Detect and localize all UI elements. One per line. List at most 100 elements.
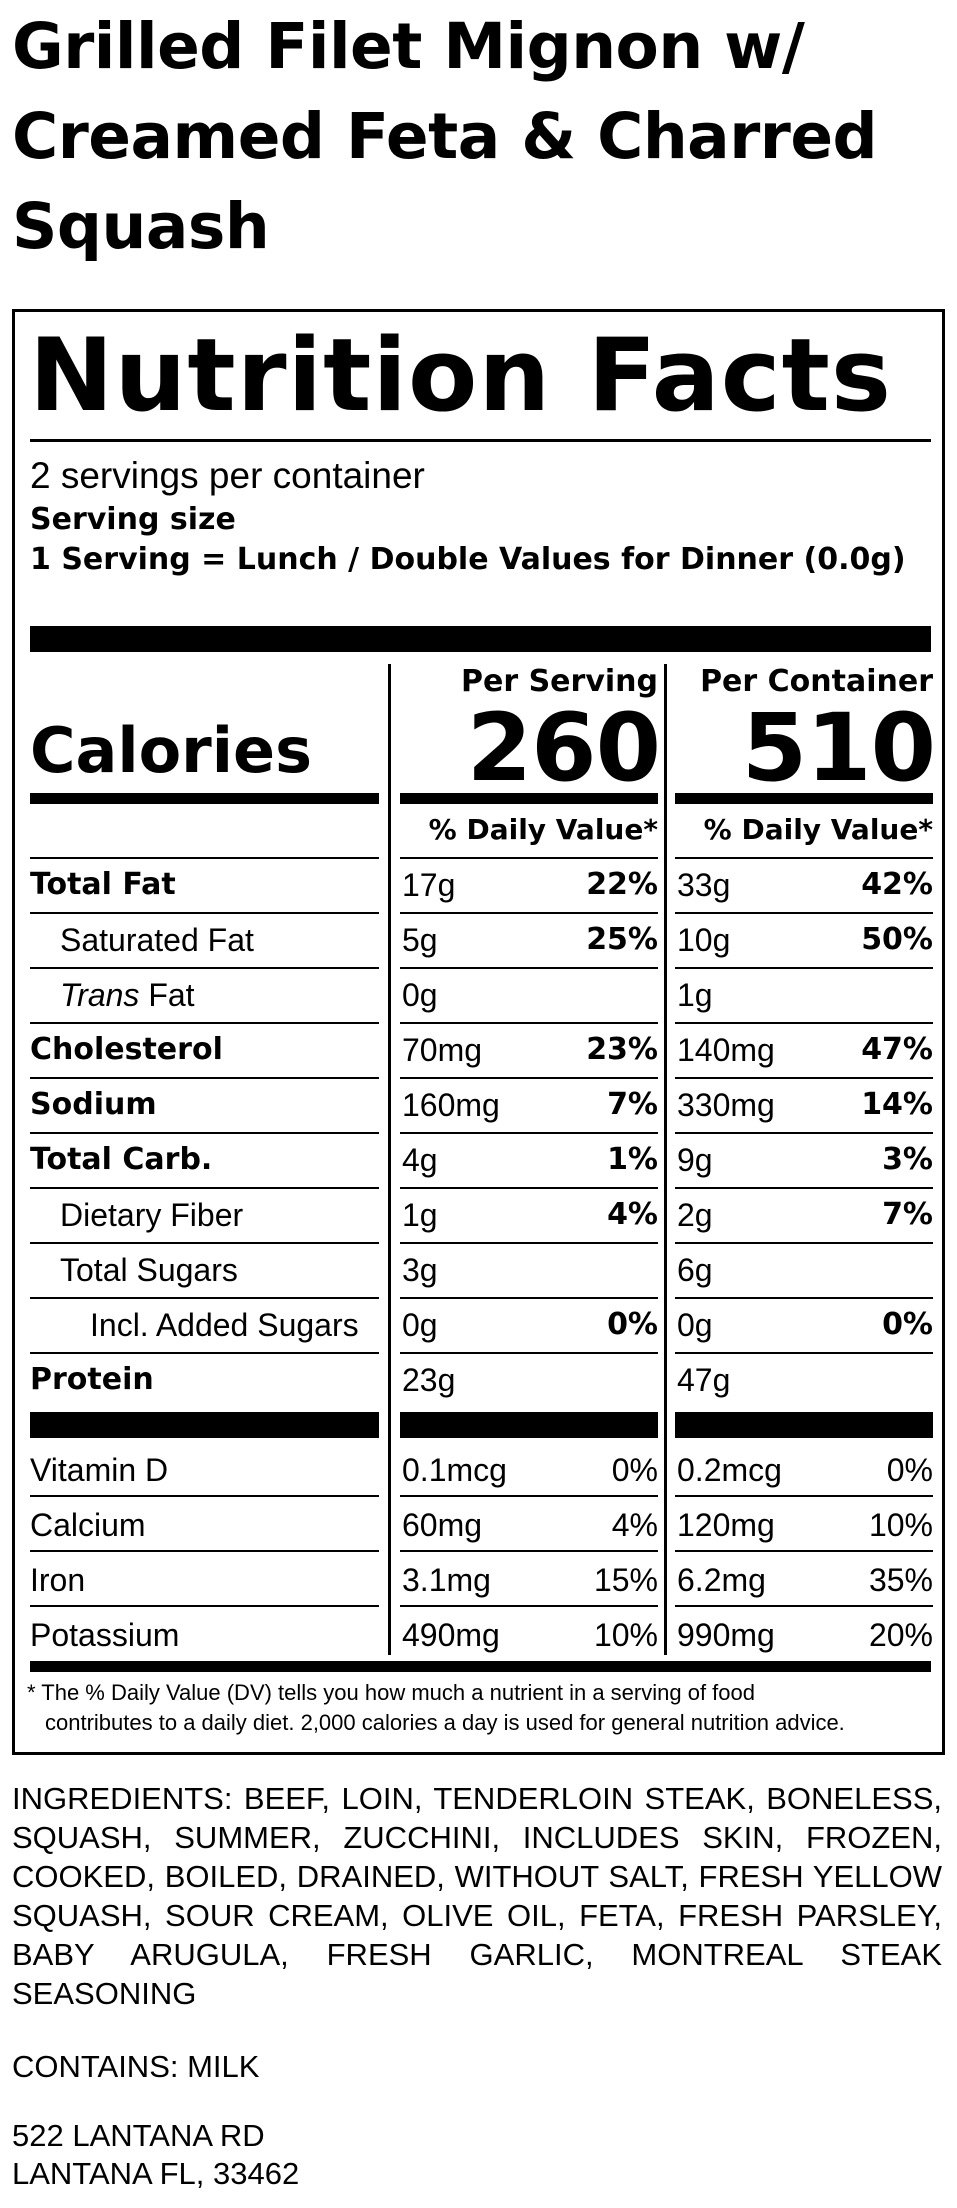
- product-title: Grilled Filet Mignon w/ Creamed Feta & C…: [12, 10, 878, 263]
- nutrient-name-text: Total Fat: [30, 867, 176, 902]
- serving-size-value: 1 Serving = Lunch / Double Values for Di…: [30, 542, 906, 577]
- container-daily-value: 3%: [882, 1142, 933, 1177]
- serving-daily-value: 4%: [607, 1197, 658, 1232]
- serving-amount: 0g: [402, 1307, 438, 1343]
- nutrient-4-rule-mid: [400, 1077, 658, 1079]
- container-amount: 990mg: [677, 1617, 775, 1653]
- per-serving-header: Per Serving: [461, 664, 658, 699]
- nutrient-name: Total Carb.: [30, 1142, 212, 1178]
- container-daily-value: 50%: [861, 922, 933, 957]
- vitamin-1-rule-right: [675, 1495, 933, 1497]
- nutrient-9-rule-mid: [400, 1352, 658, 1354]
- thick-divider-protein-left: [30, 1412, 379, 1438]
- nutrient-6-rule-mid: [400, 1187, 658, 1189]
- nutrient-5-rule-right: [675, 1132, 933, 1134]
- nutrient-3-rule-mid: [400, 1022, 658, 1024]
- container-daily-value: 35%: [868, 1562, 933, 1598]
- daily-value-header-serving: % Daily Value*: [428, 813, 658, 846]
- daily-value-header-container: % Daily Value*: [703, 813, 933, 846]
- nutrient-name-text: Total Carb.: [30, 1142, 213, 1177]
- nutrient-8-rule-mid: [400, 1297, 658, 1299]
- nutrient-6-rule-right: [675, 1187, 933, 1189]
- serving-amount: 5g: [402, 922, 438, 958]
- serving-daily-value: 25%: [586, 922, 658, 957]
- nutrient-7-rule-right: [675, 1242, 933, 1244]
- nutrient-name: Saturated Fat: [60, 922, 254, 958]
- container-daily-value: 47%: [861, 1032, 933, 1067]
- calories-rule-right: [675, 793, 933, 804]
- serving-amount: 3.1mg: [402, 1562, 491, 1598]
- nutrient-name-text: Incl. Added Sugars: [90, 1307, 359, 1343]
- nutrient-name-text: Dietary Fiber: [60, 1197, 244, 1233]
- nutrient-name-prefix: Trans: [60, 977, 140, 1013]
- serving-amount: 4g: [402, 1142, 438, 1178]
- container-amount: 9g: [677, 1142, 713, 1178]
- serving-amount: 17g: [402, 867, 456, 903]
- nutrient-name: Total Sugars: [60, 1252, 238, 1288]
- nutrient-name-text: Protein: [30, 1362, 154, 1397]
- nutrient-6-rule-left: [30, 1187, 379, 1189]
- vitamin-name: Calcium: [30, 1507, 146, 1543]
- nutrient-name: Trans Fat: [60, 977, 195, 1013]
- serving-daily-value: 4%: [611, 1507, 658, 1543]
- vitamin-3-rule-mid: [400, 1605, 658, 1607]
- container-amount: 6g: [677, 1252, 713, 1288]
- thick-divider-top: [30, 626, 931, 652]
- address-line-2: LANTANA FL, 33462: [12, 2156, 300, 2191]
- nutrient-name-text: Fat: [148, 977, 195, 1013]
- vitamin-3-rule-left: [30, 1605, 379, 1607]
- vitamin-name: Vitamin D: [30, 1452, 169, 1488]
- container-daily-value: 7%: [882, 1197, 933, 1232]
- container-amount: 10g: [677, 922, 731, 958]
- nutrient-name-text: Total Sugars: [60, 1252, 238, 1288]
- serving-daily-value: 0%: [611, 1452, 658, 1488]
- serving-daily-value: 15%: [593, 1562, 658, 1598]
- nutrient-2-rule-right: [675, 967, 933, 969]
- vitamin-1-rule-left: [30, 1495, 379, 1497]
- container-amount: 6.2mg: [677, 1562, 766, 1598]
- serving-daily-value: 23%: [586, 1032, 658, 1067]
- container-daily-value: 0%: [886, 1452, 933, 1488]
- nutrient-name: Sodium: [30, 1087, 157, 1123]
- column-divider-right: [664, 664, 667, 1655]
- nutrient-9-rule-right: [675, 1352, 933, 1354]
- heading-rule: [30, 439, 931, 442]
- calories-rule-mid: [400, 793, 658, 804]
- container-daily-value: 0%: [882, 1307, 933, 1342]
- nutrient-name: Protein: [30, 1362, 154, 1398]
- nutrient-name: Cholesterol: [30, 1032, 223, 1068]
- nutrient-8-rule-left: [30, 1297, 379, 1299]
- vitamin-2-rule-right: [675, 1550, 933, 1552]
- serving-daily-value: 7%: [607, 1087, 658, 1122]
- container-daily-value: 10%: [868, 1507, 933, 1543]
- nutrient-8-rule-right: [675, 1297, 933, 1299]
- container-amount: 120mg: [677, 1507, 775, 1543]
- column-divider-left: [388, 664, 391, 1655]
- serving-amount: 60mg: [402, 1507, 483, 1543]
- nutrient-name-text: Cholesterol: [30, 1032, 223, 1067]
- nutrient-0-rule-mid: [400, 857, 658, 859]
- container-amount: 47g: [677, 1362, 731, 1398]
- vitamin-2-rule-left: [30, 1550, 379, 1552]
- container-amount: 2g: [677, 1197, 713, 1233]
- calories-per-container: 510: [741, 694, 936, 803]
- serving-amount: 23g: [402, 1362, 456, 1398]
- nutrient-3-rule-left: [30, 1022, 379, 1024]
- vitamin-1-rule-mid: [400, 1495, 658, 1497]
- nutrient-0-rule-left: [30, 857, 379, 859]
- nutrient-1-rule-left: [30, 912, 379, 914]
- thick-divider-protein-mid: [400, 1412, 658, 1438]
- nutrient-0-rule-right: [675, 857, 933, 859]
- serving-daily-value: 10%: [593, 1617, 658, 1653]
- container-amount: 140mg: [677, 1032, 775, 1068]
- calories-label: Calories: [30, 714, 312, 787]
- serving-amount: 1g: [402, 1197, 438, 1233]
- container-daily-value: 14%: [861, 1087, 933, 1122]
- serving-daily-value: 1%: [607, 1142, 658, 1177]
- container-amount: 0g: [677, 1307, 713, 1343]
- calories-per-serving: 260: [466, 694, 661, 803]
- nutrient-name: Total Fat: [30, 867, 176, 903]
- container-amount: 330mg: [677, 1087, 775, 1123]
- serving-amount: 490mg: [402, 1617, 500, 1653]
- nutrient-1-rule-right: [675, 912, 933, 914]
